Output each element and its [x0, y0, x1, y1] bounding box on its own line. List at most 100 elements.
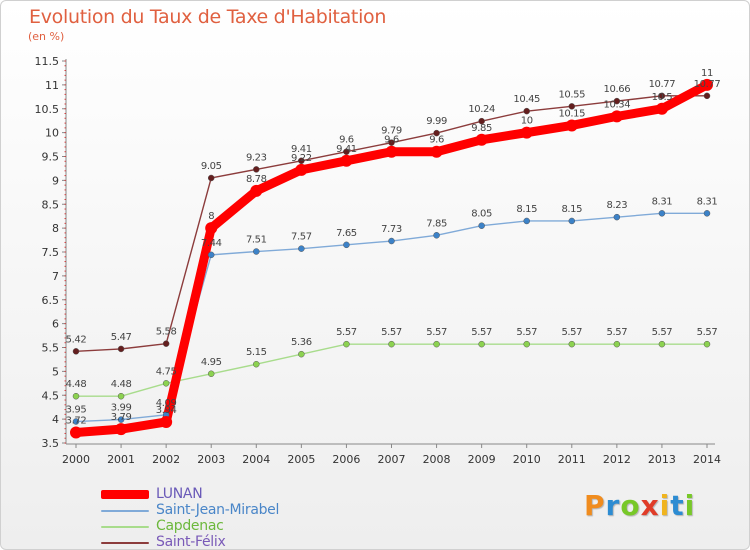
data-point — [478, 340, 485, 348]
data-label: 5.57 — [697, 327, 718, 338]
data-label: 4.75 — [156, 366, 177, 377]
data-label: 5.57 — [336, 327, 357, 338]
y-tick-label: 5.5 — [42, 342, 60, 355]
data-point — [70, 426, 82, 439]
data-label: 10.34 — [604, 99, 631, 110]
data-label: 4.48 — [111, 379, 132, 390]
y-tick-label: 7.5 — [42, 246, 60, 259]
data-label: 9.41 — [336, 144, 357, 155]
y-tick-label: 10.5 — [35, 103, 60, 116]
data-point — [568, 103, 576, 110]
data-label: 8.15 — [516, 204, 537, 215]
data-point — [523, 217, 530, 225]
data-label: 5.47 — [111, 332, 132, 343]
data-label: 10.15 — [558, 108, 585, 119]
data-point — [385, 145, 398, 158]
legend-swatch — [101, 510, 149, 512]
data-label: 4.09 — [156, 398, 177, 409]
logo-letter: o — [620, 489, 641, 522]
data-point — [613, 97, 621, 105]
data-point — [343, 148, 350, 155]
y-tick-label: 9.5 — [42, 151, 60, 164]
data-label: 3.99 — [111, 403, 132, 414]
data-label: 8.31 — [652, 196, 673, 207]
data-label: 9.23 — [246, 152, 267, 163]
y-tick-label: 6 — [52, 318, 59, 331]
data-label: 9.05 — [201, 161, 222, 172]
data-point — [568, 217, 576, 225]
data-label: 5.15 — [246, 347, 267, 358]
data-point — [475, 133, 488, 146]
proxiti-logo: Proxiti — [584, 489, 695, 522]
data-point — [253, 360, 260, 368]
x-tick-label: 2002 — [152, 453, 180, 466]
data-label: 5.57 — [381, 327, 402, 338]
data-label: 3.79 — [111, 412, 132, 423]
data-label: 10.55 — [558, 89, 585, 100]
x-tick-label: 2014 — [693, 453, 721, 466]
data-label: 5.57 — [426, 327, 447, 338]
data-label: 9.41 — [291, 144, 312, 155]
x-tick-label: 2012 — [603, 453, 631, 466]
data-point — [72, 348, 80, 355]
data-label: 9.6 — [384, 135, 399, 146]
data-point — [162, 340, 170, 347]
y-tick-label: 4 — [52, 413, 59, 426]
data-label: 7.65 — [336, 228, 357, 239]
data-point — [72, 392, 80, 400]
x-tick-label: 2001 — [107, 453, 135, 466]
line-chart: 3.5 4 4.5 5 5.5 6 6.5 7 7.5 8 8.5 9 9.5 10 10.5 11 11.5 2… — [35, 55, 722, 466]
data-point — [253, 248, 260, 255]
data-point — [658, 92, 666, 100]
x-tick-label: 2011 — [558, 453, 586, 466]
data-label: 7.51 — [246, 235, 267, 246]
data-point — [658, 210, 666, 217]
data-point — [478, 117, 485, 125]
data-label: 9.85 — [471, 123, 492, 134]
data-point — [205, 222, 218, 235]
data-label: 9.6 — [429, 135, 444, 146]
logo-letter: x — [640, 489, 660, 522]
data-label: 5.42 — [66, 334, 87, 345]
data-point — [433, 340, 440, 348]
y-tick-label: 3.5 — [42, 437, 60, 450]
data-point — [433, 129, 440, 137]
x-tick-label: 2008 — [423, 453, 451, 466]
data-point — [523, 340, 530, 348]
data-point — [701, 78, 713, 91]
x-tick-label: 2005 — [287, 453, 315, 466]
data-point — [478, 222, 485, 229]
y-tick-label: 11.5 — [35, 55, 60, 68]
logo-letter: i — [684, 489, 696, 522]
y-tick-label: 5 — [52, 365, 59, 378]
data-point — [340, 154, 353, 167]
data-point — [430, 145, 443, 158]
data-label: 10.45 — [513, 94, 540, 105]
y-tick-label: 10 — [45, 127, 59, 140]
y-tick-label: 7 — [52, 270, 59, 283]
data-point — [72, 418, 80, 425]
data-point — [433, 232, 440, 239]
data-point — [115, 423, 128, 436]
x-tick-label: 2006 — [332, 453, 360, 466]
data-label: 10 — [521, 116, 533, 127]
data-label: 8 — [208, 211, 214, 222]
data-point — [162, 380, 170, 387]
data-label: 5.36 — [291, 337, 312, 348]
y-tick-label: 11 — [45, 79, 59, 92]
data-point — [298, 245, 305, 252]
data-point — [343, 340, 350, 348]
data-label: 8.78 — [246, 174, 267, 185]
data-point — [298, 350, 305, 358]
data-label: 5.57 — [561, 327, 582, 338]
legend-label: Saint-Félix — [156, 534, 226, 550]
data-point — [250, 184, 263, 197]
x-tick-label: 2004 — [242, 453, 270, 466]
data-label: 5.58 — [156, 327, 177, 338]
data-point — [655, 102, 668, 115]
data-label: 3.94 — [156, 405, 177, 416]
y-tick-label: 8.5 — [42, 198, 60, 211]
y-tick-label: 4.5 — [42, 389, 60, 402]
data-label: 3.72 — [66, 415, 87, 426]
data-label: 7.57 — [291, 232, 312, 243]
